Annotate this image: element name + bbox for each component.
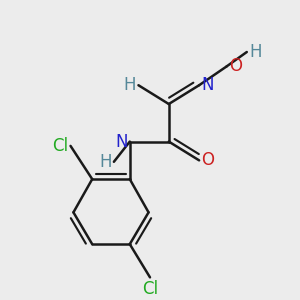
Text: Cl: Cl	[142, 280, 158, 298]
Text: O: O	[201, 152, 214, 169]
Text: H: H	[249, 43, 262, 61]
Text: Cl: Cl	[52, 137, 68, 155]
Text: H: H	[124, 76, 136, 94]
Text: H: H	[99, 153, 112, 171]
Text: N: N	[115, 133, 128, 151]
Text: O: O	[229, 58, 242, 76]
Text: N: N	[201, 76, 214, 94]
